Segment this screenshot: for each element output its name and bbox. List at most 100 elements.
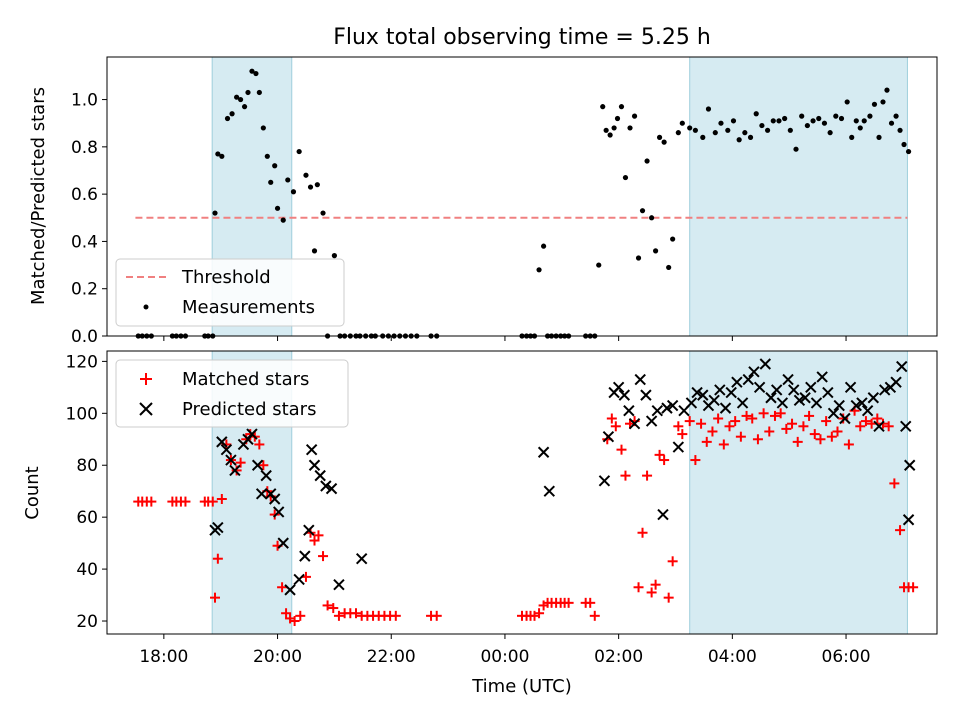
matched-star-point <box>606 413 617 424</box>
matched-star-point <box>318 551 329 562</box>
measurement-point <box>607 132 613 138</box>
legend-measurements-swatch <box>143 304 149 310</box>
predicted-star-point <box>598 475 611 487</box>
top-legend-box <box>115 258 345 327</box>
predicted-star-point <box>878 384 891 396</box>
matched-star-point <box>787 418 798 429</box>
matched-star-point <box>804 410 815 421</box>
predicted-star-point <box>793 394 806 407</box>
matched-star-point <box>860 416 871 427</box>
predicted-star-point <box>251 459 264 471</box>
chart-title: Flux total observing time = 5.25 h <box>333 25 711 50</box>
bottom-y-ticks: 20 40 60 80 100 120 <box>66 352 107 632</box>
matched-star-point <box>620 470 631 481</box>
measurement-point <box>742 130 748 136</box>
predicted-star-point <box>850 399 862 412</box>
measurement-point <box>833 113 839 119</box>
matched-star-point <box>216 493 227 504</box>
measurement-point <box>303 172 309 178</box>
matched-star-point <box>724 421 735 432</box>
measurement-point <box>272 163 278 169</box>
predicted-star-point <box>623 405 635 417</box>
measurement-point <box>700 134 706 140</box>
predicted-star-point <box>657 508 669 521</box>
measurement-point <box>776 118 782 124</box>
matched-star-point <box>231 465 242 476</box>
y-tick-label: 20 <box>76 612 98 632</box>
predicted-star-point <box>661 402 673 414</box>
matched-star-point <box>701 436 712 447</box>
y-tick-label: 0.4 <box>71 232 98 252</box>
measurement-point <box>215 151 221 157</box>
predicted-star-point <box>602 430 615 443</box>
legend-threshold-label: Threshold <box>181 267 271 288</box>
predicted-star-point <box>759 358 772 370</box>
matched-star-point <box>667 556 678 567</box>
predicted-star-point <box>634 373 646 386</box>
matched-star-point <box>654 449 665 460</box>
measurement-point <box>888 120 895 126</box>
measurement-point <box>816 115 822 122</box>
measurement-point <box>639 208 646 214</box>
bottom-y-axis-label: Count <box>22 466 43 519</box>
measurement-point <box>759 122 765 129</box>
measurement-point <box>314 182 320 188</box>
measurement-point <box>849 134 855 140</box>
measurement-point <box>212 210 218 216</box>
measurement-point <box>649 215 655 221</box>
matched-star-point <box>146 496 157 507</box>
matched-star-point <box>585 597 596 608</box>
predicted-star-point <box>284 584 296 596</box>
predicted-star-point <box>303 524 315 536</box>
predicted-star-point <box>212 521 224 534</box>
measurement-point <box>611 125 617 131</box>
measurement-point <box>219 153 225 159</box>
x-axis-label: Time (UTC) <box>471 676 572 697</box>
matched-star-point <box>309 535 320 546</box>
predicted-star-point <box>816 371 828 383</box>
x-tick-label: 06:00 <box>822 647 871 667</box>
predicted-star-point <box>805 381 817 394</box>
predicted-star-point <box>685 397 698 409</box>
matched-star-point <box>872 413 883 424</box>
matched-star-point <box>277 582 288 593</box>
measurement-point <box>652 248 659 254</box>
measurement-point <box>897 127 903 133</box>
bottom-axes-frame <box>106 350 938 635</box>
matched-star-point <box>741 410 752 421</box>
predicted-star-point <box>293 573 305 586</box>
predicted-star-point <box>867 392 880 404</box>
matched-star-point <box>207 496 218 507</box>
measurement-point <box>764 127 771 133</box>
matched-star-point <box>832 426 843 437</box>
predicted-star-point <box>333 578 345 591</box>
predicted-star-point <box>672 441 685 453</box>
legend-predicted-swatch <box>139 402 153 416</box>
predicted-star-point <box>645 415 658 427</box>
predicted-star-point <box>260 469 272 482</box>
matched-star-point <box>254 439 265 450</box>
matched-star-point <box>642 470 653 481</box>
measurement-point <box>268 179 274 185</box>
y-tick-label: 0.0 <box>71 327 98 347</box>
bottom-x-ticks: 18:00 20:00 22:00 00:00 02:00 04:00 06:00 <box>139 634 871 667</box>
matched-star-point <box>210 592 221 603</box>
predicted-star-point <box>325 482 338 495</box>
predicted-star-point <box>725 386 737 399</box>
matched-star-point <box>281 608 292 619</box>
predicted-star-point <box>225 454 237 466</box>
matched-star-point <box>798 421 809 432</box>
matched-star-point <box>764 426 775 437</box>
measurement-point <box>618 104 625 110</box>
measurement-point <box>603 127 609 133</box>
measurement-point <box>224 115 231 122</box>
matched-star-point <box>289 616 300 627</box>
measurement-point <box>285 177 291 183</box>
matched-star-point <box>659 455 670 466</box>
predicted-star-point <box>799 392 811 404</box>
predicted-star-point <box>320 480 332 492</box>
matched-star-point <box>815 434 826 445</box>
top-x-ticks <box>163 336 847 341</box>
measurement-point <box>730 118 737 124</box>
measurement-point <box>782 115 788 122</box>
